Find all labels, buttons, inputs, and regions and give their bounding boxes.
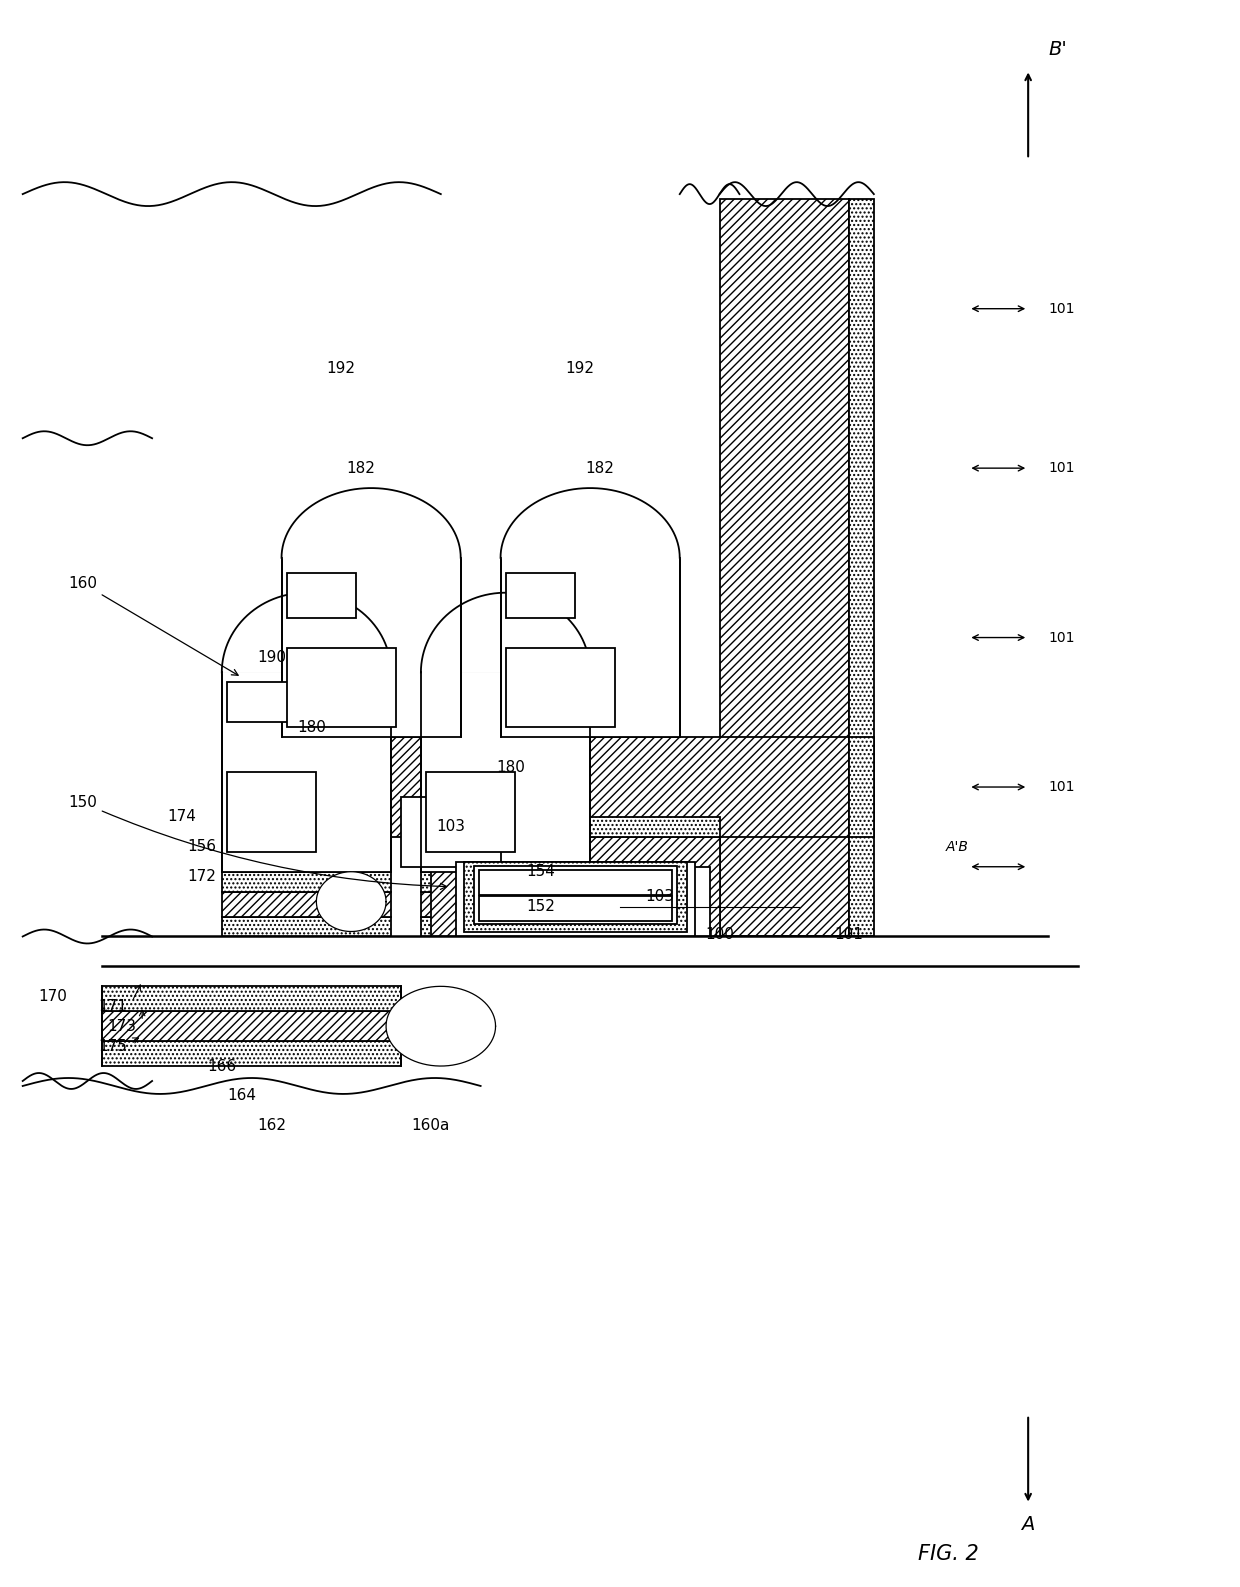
Bar xyxy=(222,892,391,917)
Bar xyxy=(103,1011,401,1041)
Bar xyxy=(222,917,391,936)
Text: 160a: 160a xyxy=(412,1119,450,1133)
Text: 156: 156 xyxy=(187,840,217,854)
Text: 190: 190 xyxy=(257,651,286,665)
Text: A: A xyxy=(1022,1516,1035,1535)
Text: B': B' xyxy=(1048,40,1066,59)
Bar xyxy=(479,897,672,920)
Text: 171: 171 xyxy=(98,998,126,1014)
Text: 166: 166 xyxy=(207,1059,237,1073)
Bar xyxy=(610,867,709,936)
Text: 182: 182 xyxy=(347,460,376,476)
Bar xyxy=(506,647,615,727)
Bar xyxy=(227,682,306,722)
Bar xyxy=(849,738,874,836)
Bar xyxy=(719,198,849,936)
Bar xyxy=(430,817,719,836)
Text: 103: 103 xyxy=(645,889,675,905)
Text: 172: 172 xyxy=(187,870,216,884)
Text: FIG. 2: FIG. 2 xyxy=(918,1544,978,1565)
Bar xyxy=(464,862,687,932)
Text: 160: 160 xyxy=(68,576,238,676)
Bar xyxy=(420,871,590,892)
Text: 164: 164 xyxy=(227,1089,257,1103)
Text: 154: 154 xyxy=(526,865,554,879)
Bar xyxy=(103,1041,401,1066)
Text: 182: 182 xyxy=(585,460,615,476)
Bar xyxy=(286,647,396,727)
Text: 170: 170 xyxy=(38,989,67,1005)
Text: 101: 101 xyxy=(835,927,863,941)
Text: 175: 175 xyxy=(98,1038,126,1054)
Text: 162: 162 xyxy=(257,1119,286,1133)
Text: 101: 101 xyxy=(1048,462,1075,475)
Bar xyxy=(420,917,590,936)
Bar xyxy=(227,771,316,852)
Text: 101: 101 xyxy=(1048,630,1075,644)
Bar xyxy=(506,573,575,617)
Polygon shape xyxy=(386,987,496,1066)
Bar xyxy=(281,557,461,738)
Bar xyxy=(425,771,516,852)
Text: 180: 180 xyxy=(296,720,326,735)
Text: A'B: A'B xyxy=(946,840,968,854)
Bar xyxy=(501,557,680,738)
Bar xyxy=(420,892,590,917)
Text: 103: 103 xyxy=(436,819,465,835)
Bar xyxy=(286,573,356,617)
Text: 192: 192 xyxy=(327,360,356,376)
Text: 152: 152 xyxy=(526,900,554,914)
Bar xyxy=(420,673,590,871)
Text: 192: 192 xyxy=(565,360,595,376)
Bar xyxy=(222,673,391,871)
Text: 101: 101 xyxy=(1048,302,1075,316)
Text: 174: 174 xyxy=(167,809,196,824)
Bar xyxy=(474,867,677,924)
Bar xyxy=(222,871,391,892)
Text: 101: 101 xyxy=(1048,781,1075,794)
Bar xyxy=(849,198,874,936)
Text: 180: 180 xyxy=(496,760,525,774)
Bar xyxy=(479,870,672,895)
Polygon shape xyxy=(316,871,386,932)
Bar xyxy=(401,797,501,867)
Bar xyxy=(430,836,719,936)
Bar xyxy=(103,987,401,1011)
Bar xyxy=(281,738,849,836)
Text: 150: 150 xyxy=(68,795,446,889)
Bar xyxy=(456,862,694,936)
Text: 100: 100 xyxy=(706,927,734,941)
Text: 173: 173 xyxy=(108,1019,136,1033)
